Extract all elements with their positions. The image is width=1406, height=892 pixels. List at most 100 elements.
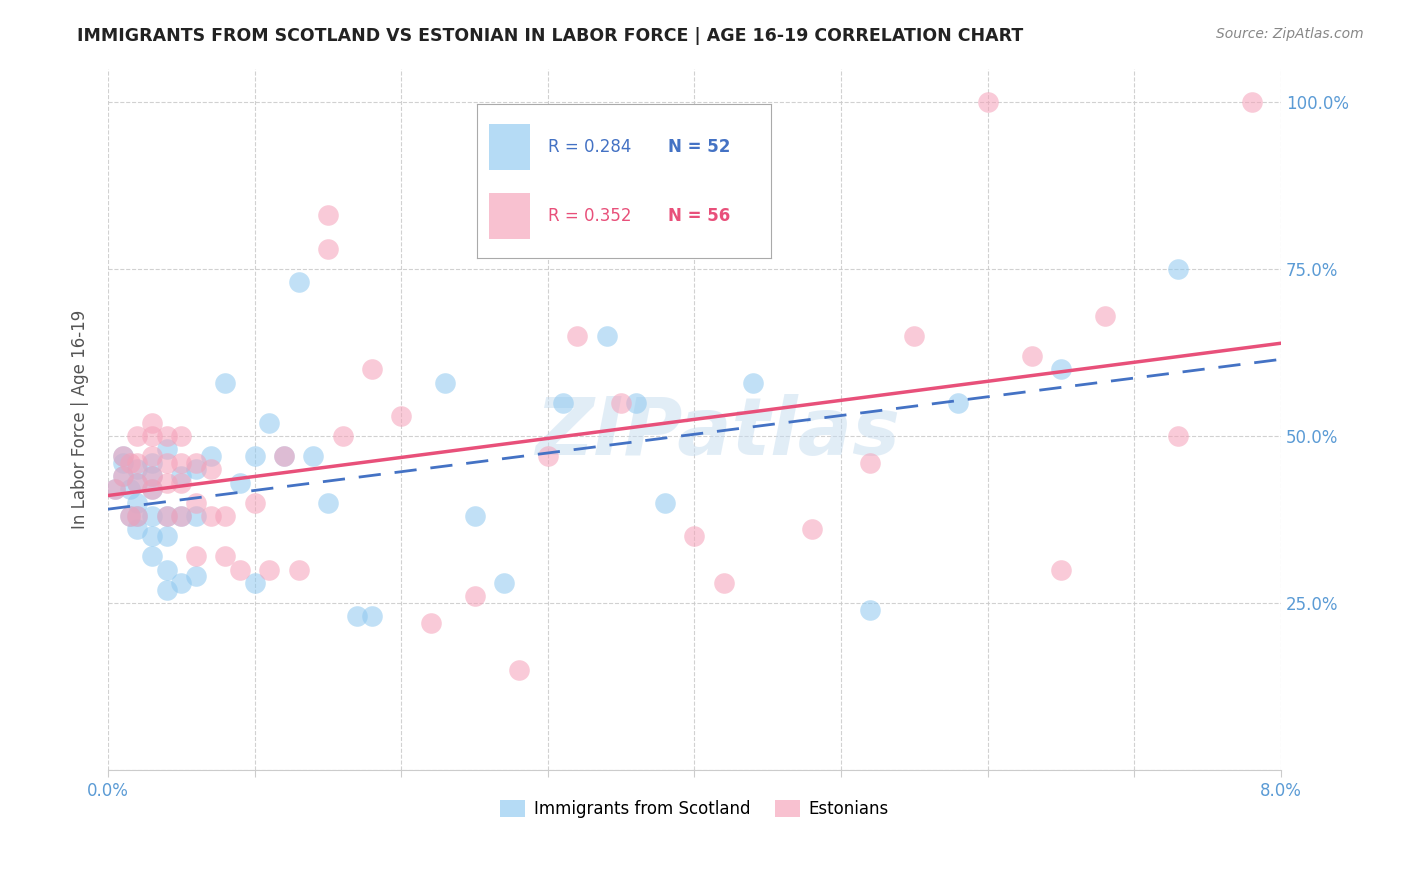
Point — [141, 483, 163, 497]
Point — [127, 509, 149, 524]
Point — [170, 456, 193, 470]
Point — [214, 509, 236, 524]
Point — [200, 509, 222, 524]
Point — [111, 456, 134, 470]
Point — [118, 456, 141, 470]
Point — [141, 469, 163, 483]
Point — [141, 416, 163, 430]
Point — [567, 328, 589, 343]
Point — [610, 395, 633, 409]
Point — [859, 456, 882, 470]
Point — [127, 523, 149, 537]
Point — [273, 449, 295, 463]
Point — [654, 496, 676, 510]
Text: ZIPatlas: ZIPatlas — [536, 394, 900, 472]
Point — [214, 549, 236, 564]
Point — [537, 449, 560, 463]
Point — [683, 529, 706, 543]
Point — [104, 483, 127, 497]
Point — [464, 509, 486, 524]
Point — [948, 395, 970, 409]
Point — [1050, 362, 1073, 376]
Point — [859, 602, 882, 616]
Point — [464, 589, 486, 603]
Point — [170, 475, 193, 490]
Point — [508, 663, 530, 677]
Point — [389, 409, 412, 423]
Point — [977, 95, 1000, 109]
Point — [713, 576, 735, 591]
Point — [156, 509, 179, 524]
Point — [156, 529, 179, 543]
Point — [1240, 95, 1263, 109]
Point — [141, 469, 163, 483]
Point — [156, 442, 179, 457]
Point — [127, 509, 149, 524]
Point — [200, 449, 222, 463]
Point — [111, 449, 134, 463]
Point — [141, 456, 163, 470]
Point — [111, 469, 134, 483]
Point — [492, 576, 515, 591]
Point — [127, 429, 149, 443]
Point — [127, 456, 149, 470]
Point — [1167, 262, 1189, 277]
Point — [141, 429, 163, 443]
Point — [903, 328, 925, 343]
Point — [419, 615, 441, 630]
Point — [287, 275, 309, 289]
Point — [243, 576, 266, 591]
Point — [141, 483, 163, 497]
Point — [118, 509, 141, 524]
Point — [361, 609, 384, 624]
Point — [259, 563, 281, 577]
Point — [156, 582, 179, 597]
Point — [243, 449, 266, 463]
Point — [316, 209, 339, 223]
Point — [156, 456, 179, 470]
Text: Source: ZipAtlas.com: Source: ZipAtlas.com — [1216, 27, 1364, 41]
Point — [156, 475, 179, 490]
Point — [259, 416, 281, 430]
Point — [141, 529, 163, 543]
Point — [111, 469, 134, 483]
Point — [346, 609, 368, 624]
Point — [1021, 349, 1043, 363]
Point — [141, 449, 163, 463]
Point — [156, 429, 179, 443]
Text: IMMIGRANTS FROM SCOTLAND VS ESTONIAN IN LABOR FORCE | AGE 16-19 CORRELATION CHAR: IMMIGRANTS FROM SCOTLAND VS ESTONIAN IN … — [77, 27, 1024, 45]
Point — [184, 462, 207, 476]
Y-axis label: In Labor Force | Age 16-19: In Labor Force | Age 16-19 — [72, 310, 89, 529]
Point — [156, 563, 179, 577]
Point — [332, 429, 354, 443]
Point — [170, 469, 193, 483]
Point — [170, 429, 193, 443]
Point — [156, 509, 179, 524]
Point — [104, 483, 127, 497]
Point — [316, 496, 339, 510]
Point — [111, 449, 134, 463]
Point — [127, 475, 149, 490]
Point — [361, 362, 384, 376]
Point — [1094, 309, 1116, 323]
Point — [184, 456, 207, 470]
Point — [302, 449, 325, 463]
Point — [170, 509, 193, 524]
Point — [273, 449, 295, 463]
Point — [214, 376, 236, 390]
Point — [229, 475, 252, 490]
Point — [127, 462, 149, 476]
Point — [118, 483, 141, 497]
Point — [287, 563, 309, 577]
Point — [1050, 563, 1073, 577]
Point — [243, 496, 266, 510]
Point — [184, 549, 207, 564]
Point — [229, 563, 252, 577]
Point — [595, 328, 617, 343]
Point — [184, 509, 207, 524]
Point — [184, 569, 207, 583]
Point — [200, 462, 222, 476]
Point — [184, 496, 207, 510]
Point — [551, 395, 574, 409]
Point — [742, 376, 765, 390]
